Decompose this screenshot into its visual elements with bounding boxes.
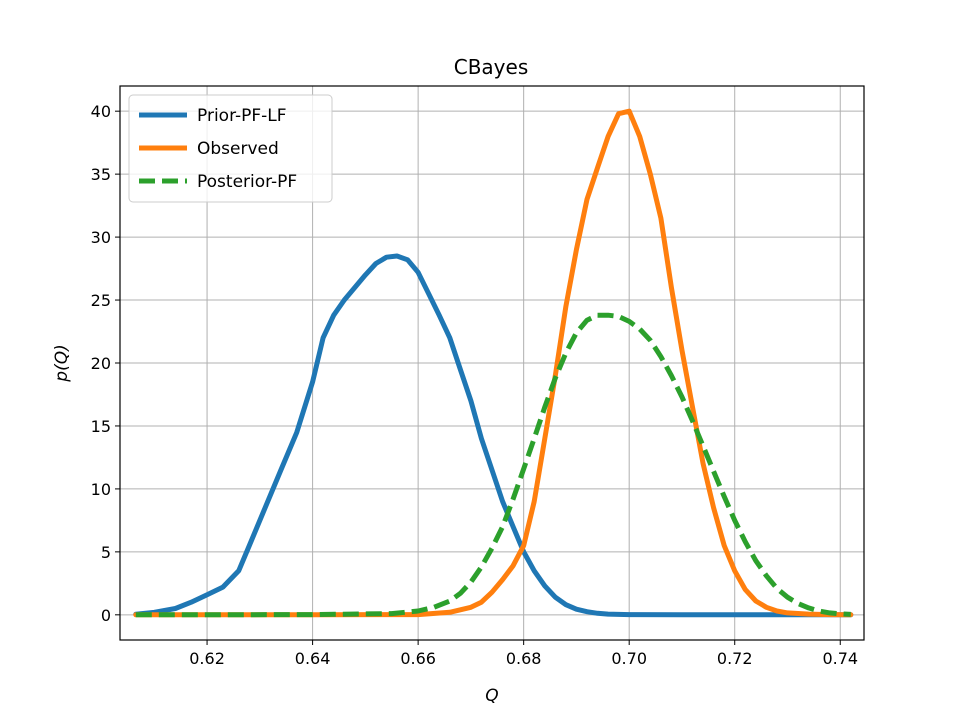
x-tick-label: 0.62 [189,649,225,668]
x-tick-label: 0.70 [611,649,647,668]
y-tick-label: 10 [91,480,111,499]
series-group [133,108,854,618]
y-tick-label: 20 [91,354,111,373]
y-tick-label: 30 [91,228,111,247]
x-tick-label: 0.74 [822,649,858,668]
x-ticks: 0.62 0.64 0.66 0.68 0.70 0.72 0.74 [189,640,858,668]
x-tick-label: 0.64 [295,649,331,668]
legend-box [128,94,333,203]
legend: Prior-PF-LF Observed Posterior-PF [128,94,333,203]
y-tick-label: 0 [101,606,111,625]
y-axis-label: p(Q) [52,344,72,382]
y-tick-label: 15 [91,417,111,436]
legend-label: Prior-PF-LF [197,106,287,126]
y-tick-label: 25 [91,291,111,310]
x-tick-label: 0.72 [717,649,753,668]
x-tick-label: 0.68 [506,649,542,668]
y-ticks: 0 5 10 15 20 25 30 35 40 [91,102,120,625]
series-line-observed [133,108,854,618]
series-line-prior-pf-lf [133,253,854,618]
y-tick-label: 40 [91,102,111,121]
y-tick-label: 5 [101,543,111,562]
legend-label: Posterior-PF [197,172,297,192]
chart-title: CBayes [454,55,529,79]
series-line-posterior-pf [135,312,851,618]
legend-label: Observed [197,139,279,159]
grid [120,86,864,640]
x-tick-label: 0.66 [400,649,436,668]
x-axis-label: Q [485,686,498,706]
y-tick-label: 35 [91,165,111,184]
